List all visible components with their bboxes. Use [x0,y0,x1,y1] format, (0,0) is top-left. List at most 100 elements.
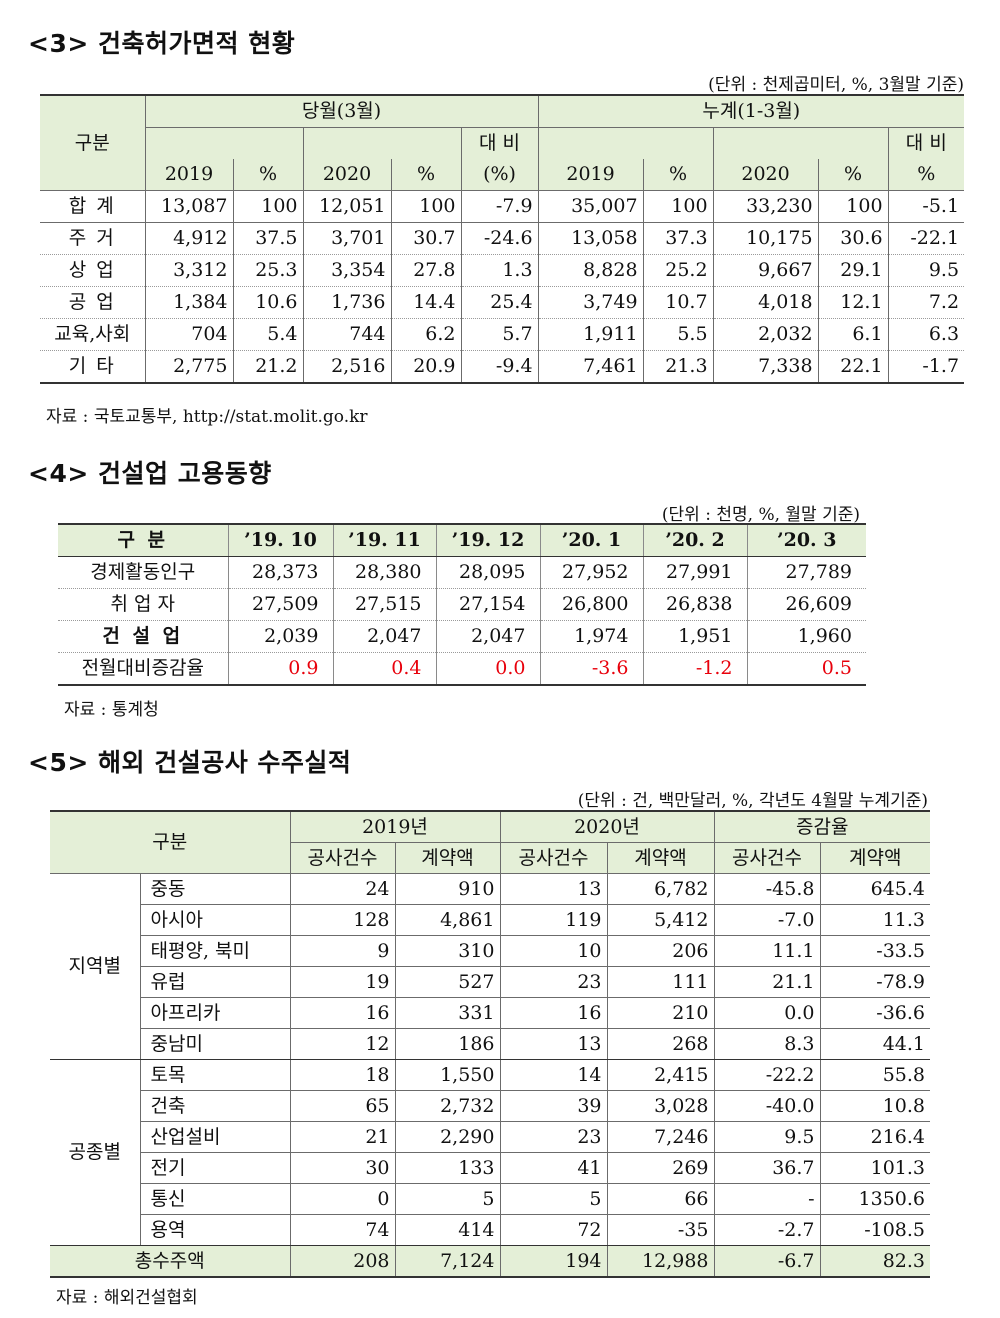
header-month: ’19. 12 [435,524,540,557]
table-cell: 30 [289,1152,395,1184]
table-cell: 1,911 [537,318,644,351]
table-row: 주 거 4,912 37.5 3,701 30.7 -24.6 13,058 37.3 10,1… [40,222,965,255]
header-gubun: 구분 [40,95,145,191]
table-cell: 3,749 [537,286,644,319]
table-row: 기 타 2,775 21.2 2,516 20.9 -9.4 7,461 21.3 7,338 2… [40,350,965,383]
table-row: 건축 65 2,732 39 3,028 -40.0 10.8 [50,1090,931,1122]
header-count: 공사건수 [713,842,820,874]
table-cell: 10,175 [712,222,819,255]
table-row: 아프리카 16 331 16 210 0.0 -36.6 [50,997,931,1029]
table-cell: 11.3 [819,904,931,936]
section4-title: <4> 건설업 고용동향 [28,459,272,488]
section5-unit: (단위 : 건, 백만달러, %, 각년도 4월말 누계기준) [577,791,928,811]
table-cell: 8,828 [537,254,644,287]
table-cell: -40.0 [713,1090,820,1122]
table-cell: 21.3 [642,350,714,383]
row-label: 건축 [139,1090,290,1122]
table-cell: 21 [289,1121,395,1153]
row-label: 전월대비증감율 [81,657,204,679]
table-cell: 21.2 [232,350,303,383]
row-label: 상 업 [40,254,145,287]
header-blank [537,127,714,159]
table-cell: -78.9 [819,966,931,998]
table-cell: 4,861 [394,904,500,936]
table-cell: 13,058 [537,222,644,255]
table-cell: 27,991 [642,556,747,589]
header-pct: % [232,159,303,191]
table-cell: 2,047 [332,620,436,653]
table-cell: 645.4 [819,873,931,905]
table-cell: 26,609 [746,588,866,621]
header-blank [302,127,461,159]
table-cell: 6.1 [817,318,889,351]
section5-title: <5> 해외 건설공사 수주실적 [28,748,352,777]
table-cell: 33,230 [712,190,819,223]
table-cell: 12,051 [302,190,391,223]
table-cell: 16 [499,997,607,1029]
table-cell: 30.7 [390,222,461,255]
table-cell: -7.0 [713,904,820,936]
table-row: 아시아 128 4,861 119 5,412 -7.0 11.3 [50,904,931,936]
table-cell: 23 [499,966,607,998]
table-cell: 9.5 [713,1121,820,1153]
table-cell: 26,800 [539,588,643,621]
row-label: 취 업 자 [58,588,228,621]
table-row: 취 업 자 27,509 27,515 27,154 26,800 26,838 26,60… [58,588,866,621]
group-label: 지역별 [50,873,140,1060]
table-cell: 2,732 [394,1090,500,1122]
header-2019: 2019년 [289,811,500,843]
row-label: 태평양, 북미 [139,935,290,967]
row-label: 합 계 [40,190,145,223]
table-cell: 24 [289,873,395,905]
table-cell: 6,782 [606,873,714,905]
table-cell: 14.4 [390,286,461,319]
table-cell: 0 [289,1183,395,1215]
table-cell: 269 [606,1152,714,1184]
table-cell: 119 [499,904,607,936]
header-pct: % [817,159,889,191]
row-label: 토목 [139,1059,290,1091]
table-cell: 27,952 [539,556,643,589]
table-cell: 1,384 [144,286,233,319]
table-cell: 1,960 [746,620,866,653]
table-cell: 19 [289,966,395,998]
header-ratio-month: (%) [460,159,539,191]
table-cell: 100 [817,190,889,223]
table-cell: 744 [302,318,391,351]
table-row: 전기 30 133 41 269 36.7 101.3 [50,1152,931,1184]
table-cell: 27,515 [332,588,436,621]
table-cell: 28,380 [332,556,436,589]
table-cell: 9 [289,935,395,967]
table-cell: 310 [394,935,500,967]
table-cell: -24.6 [460,222,539,255]
table-cell: 2,415 [606,1059,714,1091]
header-month: ’19. 11 [332,524,436,557]
overseas-construction-table: 구분 2019년 2020년 증감율 공사건수 계약액 공사건수 계약액 공사건… [50,810,931,1278]
table-cell: 2,775 [144,350,233,383]
table-cell: 28,095 [435,556,540,589]
table-cell: 1350.6 [819,1183,931,1215]
total-label: 총수주액 [50,1245,290,1277]
table-cell: 74 [289,1214,395,1246]
table-cell: 7,338 [712,350,819,383]
table-cell: 10 [499,935,607,967]
table-cell: 2,047 [435,620,540,653]
table-cell: 111 [606,966,714,998]
table-cell: 27,509 [227,588,333,621]
row-label: 주 거 [40,222,145,255]
table-cell: 27.8 [390,254,461,287]
table-cell: 20.9 [390,350,461,383]
table-cell: 101.3 [819,1152,931,1184]
total-cell: 208 [289,1245,395,1277]
row-label: 통신 [139,1183,290,1215]
header-month: ’20. 2 [642,524,747,557]
table-cell: 0.0 [713,997,820,1029]
table-cell: -2.7 [713,1214,820,1246]
table-cell: 21.1 [713,966,820,998]
header-2019: 2019 [144,159,233,191]
header-change: 증감율 [713,811,931,843]
table-cell: 6.3 [887,318,965,351]
table-cell: 22.1 [817,350,889,383]
header-ratio-cum: % [887,159,965,191]
table-cell: -35 [606,1214,714,1246]
